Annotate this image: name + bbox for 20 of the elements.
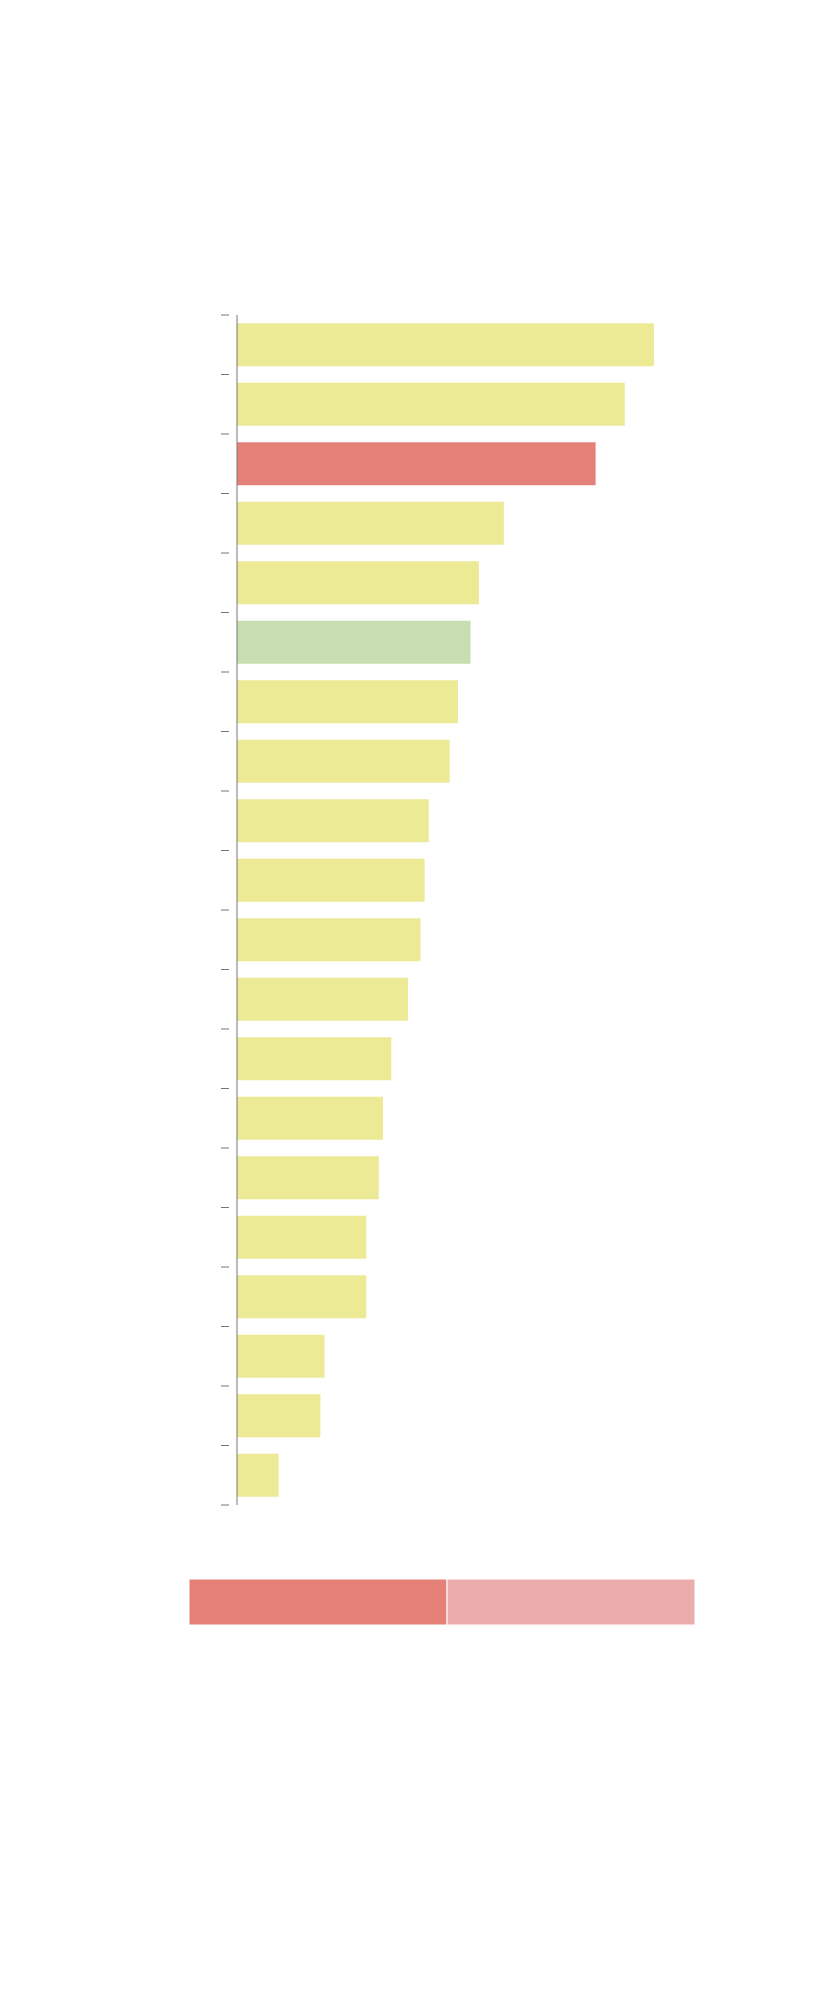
bar: [237, 1394, 321, 1438]
bar: [237, 1215, 367, 1259]
bar: [237, 680, 459, 724]
bar: [237, 501, 504, 545]
bar: [237, 1334, 325, 1378]
bar: [237, 977, 408, 1021]
bar: [237, 918, 421, 962]
bar: [237, 1096, 383, 1140]
bar: [237, 442, 596, 486]
bar: [237, 620, 471, 664]
bar: [237, 858, 425, 902]
bar: [237, 1037, 392, 1081]
bar: [237, 323, 654, 367]
bar: [237, 561, 479, 605]
bar: [237, 1156, 379, 1200]
bar: [237, 799, 429, 843]
bar: [237, 1453, 279, 1497]
bar: [237, 739, 450, 783]
bar: [237, 1275, 367, 1319]
bar: [237, 382, 625, 426]
